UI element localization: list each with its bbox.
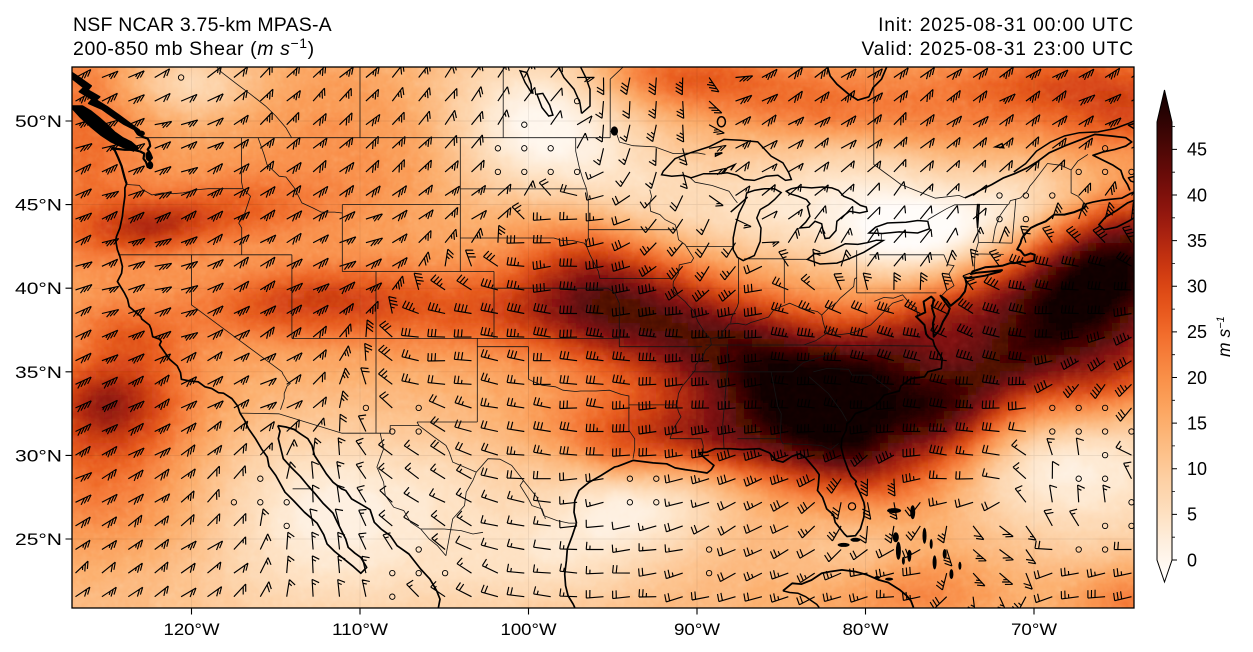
svg-text:25: 25 <box>1187 322 1207 342</box>
svg-text:70°W: 70°W <box>1011 620 1057 639</box>
svg-text:50°N: 50°N <box>15 112 62 131</box>
svg-text:90°W: 90°W <box>674 620 720 639</box>
svg-text:10: 10 <box>1187 459 1207 479</box>
svg-text:0: 0 <box>1187 550 1197 570</box>
svg-text:40: 40 <box>1187 185 1207 205</box>
svg-text:100°W: 100°W <box>501 620 557 639</box>
svg-text:25°N: 25°N <box>15 530 62 549</box>
svg-text:15: 15 <box>1187 413 1207 433</box>
svg-text:30: 30 <box>1187 277 1207 297</box>
svg-text:NSF NCAR 3.75-km MPAS-A: NSF NCAR 3.75-km MPAS-A <box>73 14 332 36</box>
svg-text:Init: 2025-08-31 00:00 UTC: Init: 2025-08-31 00:00 UTC <box>878 15 1134 36</box>
svg-text:40°N: 40°N <box>15 279 62 298</box>
svg-text:5: 5 <box>1187 505 1197 525</box>
svg-text:120°W: 120°W <box>164 620 220 639</box>
svg-text:35°N: 35°N <box>15 363 62 382</box>
svg-text:Valid: 2025-08-31 23:00 UTC: Valid: 2025-08-31 23:00 UTC <box>862 39 1134 60</box>
svg-text:200-850 mb Shear (m s−1): 200-850 mb Shear (m s−1) <box>73 35 315 60</box>
svg-text:110°W: 110°W <box>332 620 388 639</box>
svg-text:35: 35 <box>1187 231 1207 251</box>
svg-text:45°N: 45°N <box>15 196 62 215</box>
svg-text:30°N: 30°N <box>15 446 62 465</box>
svg-text:45: 45 <box>1187 140 1207 160</box>
svg-text:80°W: 80°W <box>843 620 889 639</box>
svg-text:20: 20 <box>1187 368 1207 388</box>
